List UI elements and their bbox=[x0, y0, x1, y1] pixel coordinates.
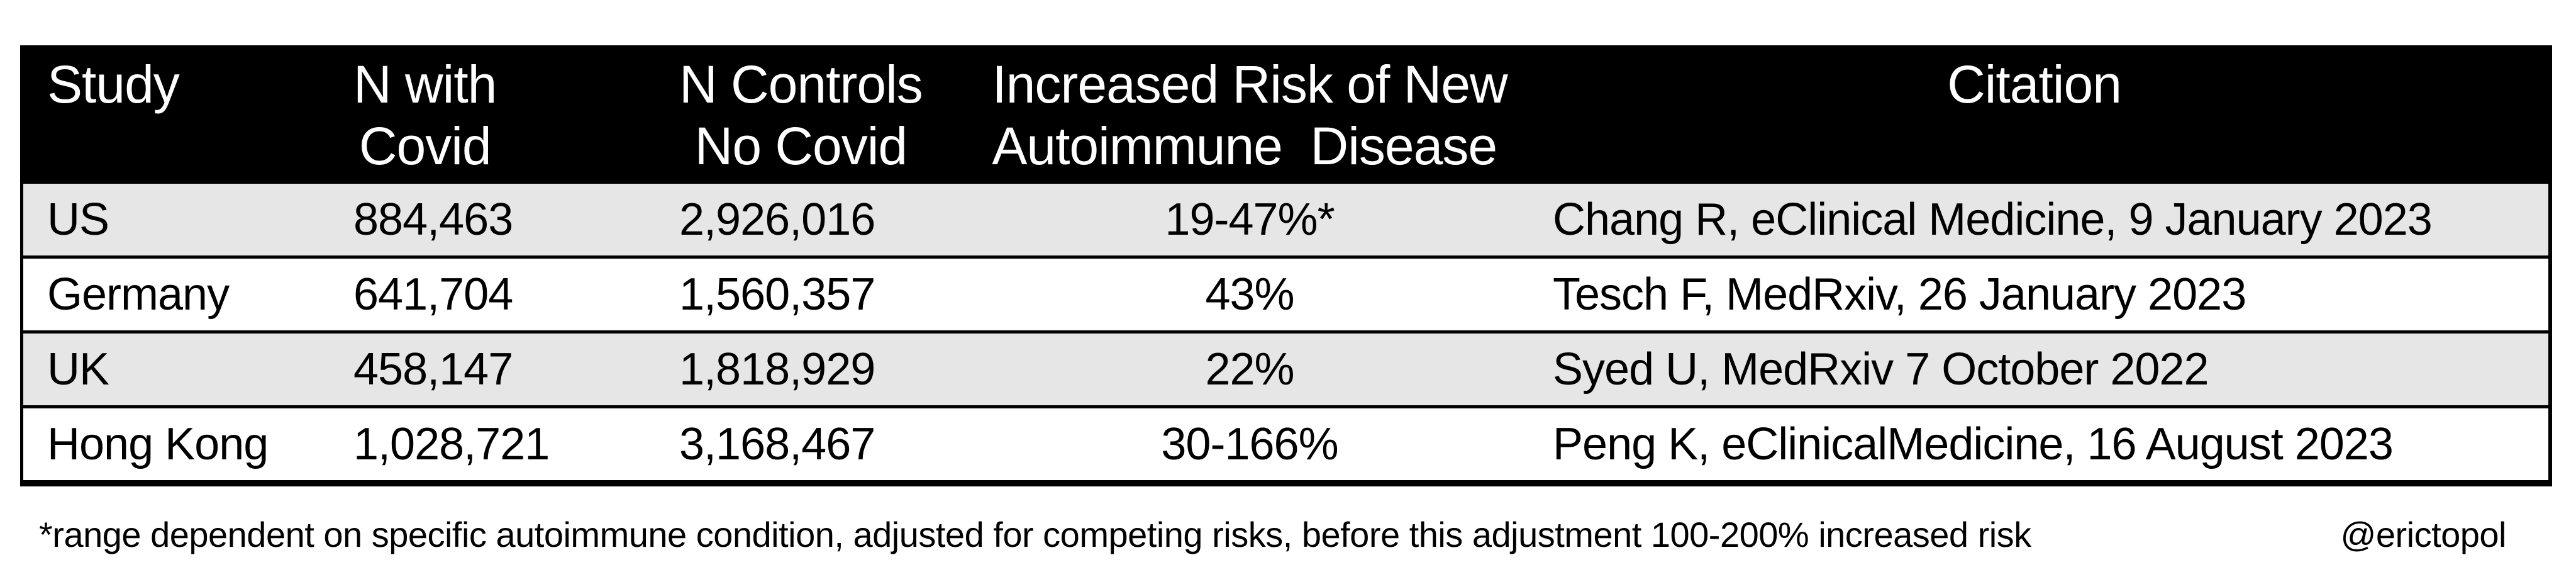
table-row-us: US 884,463 2,926,016 19-47%* Chang R, eC… bbox=[23, 181, 2548, 255]
col-header-n-with-covid-line2: Covid bbox=[358, 116, 492, 176]
n-controls-cell: 2,926,016 bbox=[679, 194, 875, 245]
table-row-hong-kong: Hong Kong 1,028,721 3,168,467 30-166% Pe… bbox=[23, 405, 2548, 480]
risk-cell: 30-166% bbox=[1161, 419, 1338, 469]
study-cell: Germany bbox=[47, 269, 230, 320]
n-covid-cell: 1,028,721 bbox=[353, 419, 550, 469]
col-header-study-label: Study bbox=[47, 55, 180, 114]
col-header-citation-label: Citation bbox=[1947, 55, 2122, 114]
citation-cell: Tesch F, MedRxiv, 26 January 2023 bbox=[1553, 269, 2246, 320]
study-cell: UK bbox=[47, 344, 109, 395]
col-header-n-controls-line1: N Controls bbox=[679, 55, 923, 114]
studies-table: Study N with Covid N Controls No Covid I… bbox=[20, 45, 2552, 486]
col-header-increased-risk-line2: Autoimmune Disease bbox=[992, 116, 1497, 176]
risk-cell: 43% bbox=[1205, 269, 1294, 320]
col-header-n-controls-line2: No Covid bbox=[694, 116, 908, 176]
n-covid-cell: 641,704 bbox=[353, 269, 513, 320]
n-controls-cell: 3,168,467 bbox=[679, 419, 875, 469]
col-header-n-with-covid-line1: N with bbox=[353, 55, 497, 114]
n-controls-cell: 1,560,357 bbox=[679, 269, 875, 320]
col-header-n-with-covid: N with Covid bbox=[341, 45, 665, 181]
study-cell: US bbox=[47, 194, 109, 245]
table-header-row: Study N with Covid N Controls No Covid I… bbox=[23, 45, 2548, 181]
col-header-citation: Citation bbox=[1520, 45, 2548, 181]
table-row-germany: Germany 641,704 1,560,357 43% Tesch F, M… bbox=[23, 255, 2548, 330]
n-covid-cell: 884,463 bbox=[353, 194, 513, 245]
study-cell: Hong Kong bbox=[47, 419, 269, 469]
table-row-uk: UK 458,147 1,818,929 22% Syed U, MedRxiv… bbox=[23, 330, 2548, 405]
col-header-increased-risk: Increased Risk of New Autoimmune Disease bbox=[979, 45, 1520, 181]
footnote: *range dependent on specific autoimmune … bbox=[39, 503, 2506, 566]
col-header-n-controls: N Controls No Covid bbox=[665, 45, 979, 181]
citation-cell: Peng K, eClinicalMedicine, 16 August 202… bbox=[1553, 419, 2394, 469]
citation-cell: Chang R, eClinical Medicine, 9 January 2… bbox=[1553, 194, 2433, 245]
footnote-text: *range dependent on specific autoimmune … bbox=[39, 515, 2031, 554]
n-covid-cell: 458,147 bbox=[353, 344, 513, 395]
author-handle: @erictopol bbox=[2340, 515, 2506, 554]
risk-cell: 22% bbox=[1205, 344, 1294, 395]
col-header-increased-risk-line1: Increased Risk of New bbox=[992, 55, 1507, 114]
citation-cell: Syed U, MedRxiv 7 October 2022 bbox=[1553, 344, 2209, 395]
risk-cell: 19-47%* bbox=[1165, 194, 1335, 245]
n-controls-cell: 1,818,929 bbox=[679, 344, 875, 395]
col-header-study: Study bbox=[23, 45, 341, 181]
